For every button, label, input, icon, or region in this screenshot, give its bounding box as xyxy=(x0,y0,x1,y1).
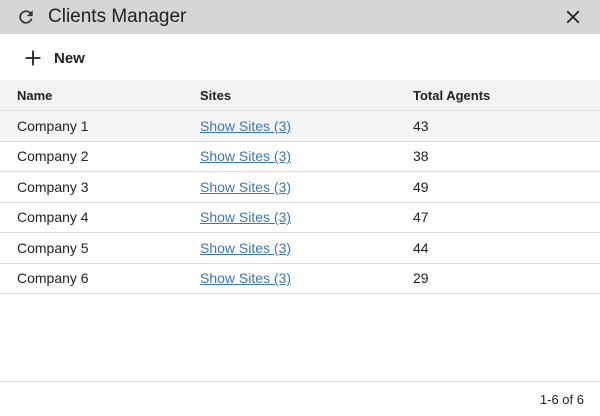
cell-name: Company 3 xyxy=(0,171,200,203)
cell-sites: Show Sites (3) xyxy=(200,263,413,294)
column-header-name[interactable]: Name xyxy=(0,80,200,111)
show-sites-link[interactable]: Show Sites (3) xyxy=(200,178,292,195)
column-header-sites[interactable]: Sites xyxy=(200,80,413,111)
show-sites-link[interactable]: Show Sites (3) xyxy=(200,148,292,165)
cell-sites: Show Sites (3) xyxy=(200,110,413,142)
table-row[interactable]: Company 2 Show Sites (3) 38 xyxy=(0,141,600,172)
clients-table: Name Sites Total Agents Company 1 Show S… xyxy=(0,80,600,294)
cell-total-agents: 29 xyxy=(413,263,600,294)
table-row[interactable]: Company 1 Show Sites (3) 43 xyxy=(0,110,600,142)
new-button-label: New xyxy=(54,49,85,67)
show-sites-link[interactable]: Show Sites (3) xyxy=(200,117,292,134)
refresh-icon[interactable] xyxy=(16,7,36,27)
cell-sites: Show Sites (3) xyxy=(200,171,413,203)
table-footer: 1-6 of 6 xyxy=(0,381,600,416)
cell-name: Company 1 xyxy=(0,110,200,142)
show-sites-link[interactable]: Show Sites (3) xyxy=(200,270,292,287)
table-row[interactable]: Company 5 Show Sites (3) 44 xyxy=(0,232,600,264)
column-header-total-agents[interactable]: Total Agents xyxy=(413,80,600,111)
cell-total-agents: 47 xyxy=(413,202,600,233)
cell-total-agents: 38 xyxy=(413,141,600,172)
table-row[interactable]: Company 6 Show Sites (3) 29 xyxy=(0,263,600,294)
cell-sites: Show Sites (3) xyxy=(200,232,413,264)
cell-total-agents: 44 xyxy=(413,232,600,264)
toolbar: New xyxy=(0,34,600,80)
new-button[interactable]: New xyxy=(24,46,85,70)
close-icon[interactable] xyxy=(564,8,582,26)
table-header-row: Name Sites Total Agents xyxy=(0,80,600,111)
cell-name: Company 6 xyxy=(0,263,200,294)
cell-total-agents: 43 xyxy=(413,110,600,142)
cell-name: Company 5 xyxy=(0,232,200,264)
dialog-title: Clients Manager xyxy=(48,6,187,27)
pagination-text: 1-6 of 6 xyxy=(539,392,584,407)
cell-name: Company 2 xyxy=(0,141,200,172)
cell-name: Company 4 xyxy=(0,202,200,233)
cell-sites: Show Sites (3) xyxy=(200,141,413,172)
cell-total-agents: 49 xyxy=(413,171,600,203)
cell-sites: Show Sites (3) xyxy=(200,202,413,233)
show-sites-link[interactable]: Show Sites (3) xyxy=(200,209,292,226)
title-bar: Clients Manager xyxy=(0,0,600,34)
show-sites-link[interactable]: Show Sites (3) xyxy=(200,239,292,256)
table-row[interactable]: Company 4 Show Sites (3) 47 xyxy=(0,202,600,233)
plus-icon xyxy=(25,50,41,66)
table-row[interactable]: Company 3 Show Sites (3) 49 xyxy=(0,171,600,203)
